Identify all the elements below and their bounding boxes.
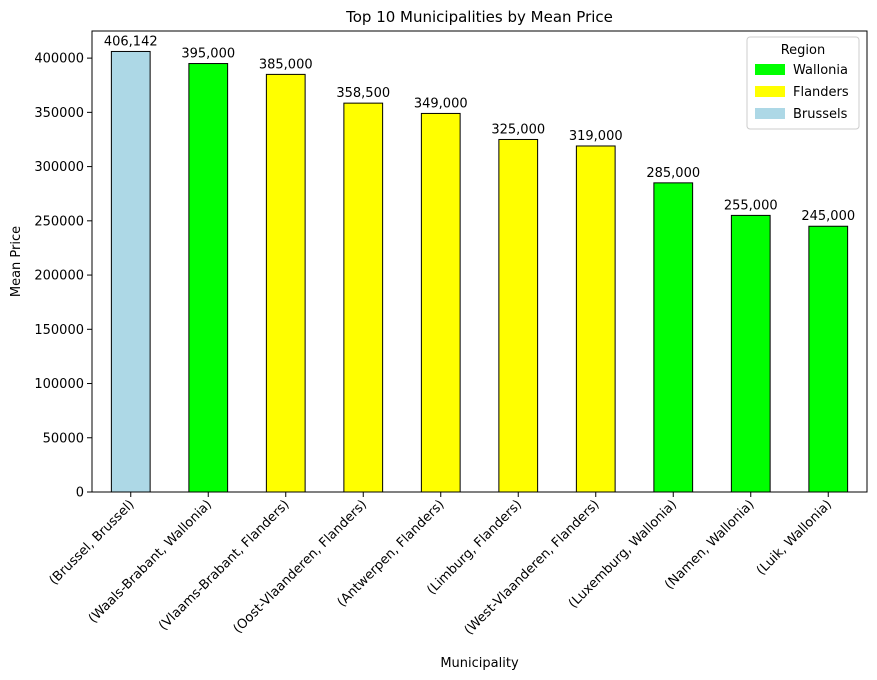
- x-tick-label: (Brussel, Brussel): [47, 497, 138, 588]
- legend-entries: Wallonia Flanders Brussels: [755, 63, 849, 122]
- bar-value-label: 385,000: [259, 57, 313, 72]
- y-tick-label: 400000: [34, 52, 84, 67]
- bar-value-label: 349,000: [414, 96, 468, 111]
- legend-label: Wallonia: [793, 63, 848, 78]
- plot-frame: [91, 30, 868, 493]
- bar-value-label: 406,142: [104, 34, 158, 49]
- bar: [110, 50, 151, 493]
- bar: [575, 145, 616, 493]
- bar: [188, 63, 229, 493]
- x-tick-label: (Namen, Wallonia): [662, 497, 757, 592]
- bar: [498, 138, 539, 493]
- x-axis-title: Municipality: [440, 656, 519, 671]
- bar-value-label: 395,000: [181, 47, 235, 62]
- bars-group: [110, 50, 849, 493]
- x-tick-label: (West-Vlaanderen, Flanders): [462, 497, 603, 638]
- legend-swatch: [755, 64, 785, 75]
- chart-title: Top 10 Municipalities by Mean Price: [345, 8, 613, 26]
- legend-label: Flanders: [793, 85, 849, 100]
- x-tick-label: (Waals-Brabant, Wallonia): [86, 497, 215, 626]
- y-tick-label: 350000: [34, 106, 84, 121]
- legend-label: Brussels: [793, 107, 848, 122]
- legend-swatch: [755, 86, 785, 97]
- y-axis: 0 50000 100000 150000 200000 250000 300000 3500…: [34, 52, 92, 501]
- bar: [808, 225, 849, 493]
- legend-title: Region: [781, 43, 826, 58]
- bar: [653, 182, 694, 493]
- bar: [730, 214, 771, 493]
- y-tick-label: 250000: [34, 214, 84, 229]
- bar: [420, 112, 461, 493]
- y-tick-label: 150000: [34, 323, 84, 338]
- y-tick-label: 50000: [43, 431, 84, 446]
- legend-swatch: [755, 108, 785, 119]
- y-tick-label: 0: [76, 486, 84, 501]
- x-axis: (Brussel, Brussel)(Waals-Brabant, Wallon…: [47, 492, 835, 638]
- bar: [265, 73, 306, 493]
- bar: [343, 102, 384, 493]
- bar-value-label: 358,500: [336, 86, 390, 101]
- bar-value-label: 319,000: [569, 129, 623, 144]
- legend: Region Wallonia Flanders Brussels: [746, 36, 860, 130]
- y-tick-label: 200000: [34, 269, 84, 284]
- bar-value-label: 325,000: [491, 122, 545, 137]
- x-tick-label: (Luik, Wallonia): [754, 497, 835, 578]
- y-axis-title: Mean Price: [9, 226, 24, 297]
- bar-labels-group: 406,142 395,000 385,000 358,500 349,000 325,0…: [104, 34, 855, 224]
- x-tick-label: (Oost-Vlaanderen, Flanders): [231, 497, 370, 636]
- x-tick-label: (Vlaams-Brabant, Flanders): [156, 497, 292, 633]
- bar-value-label: 255,000: [724, 198, 778, 213]
- y-tick-label: 300000: [34, 160, 84, 175]
- legend-box: [746, 36, 860, 130]
- bar-value-label: 245,000: [801, 209, 855, 224]
- bar-value-label: 285,000: [646, 166, 700, 181]
- y-tick-label: 100000: [34, 377, 84, 392]
